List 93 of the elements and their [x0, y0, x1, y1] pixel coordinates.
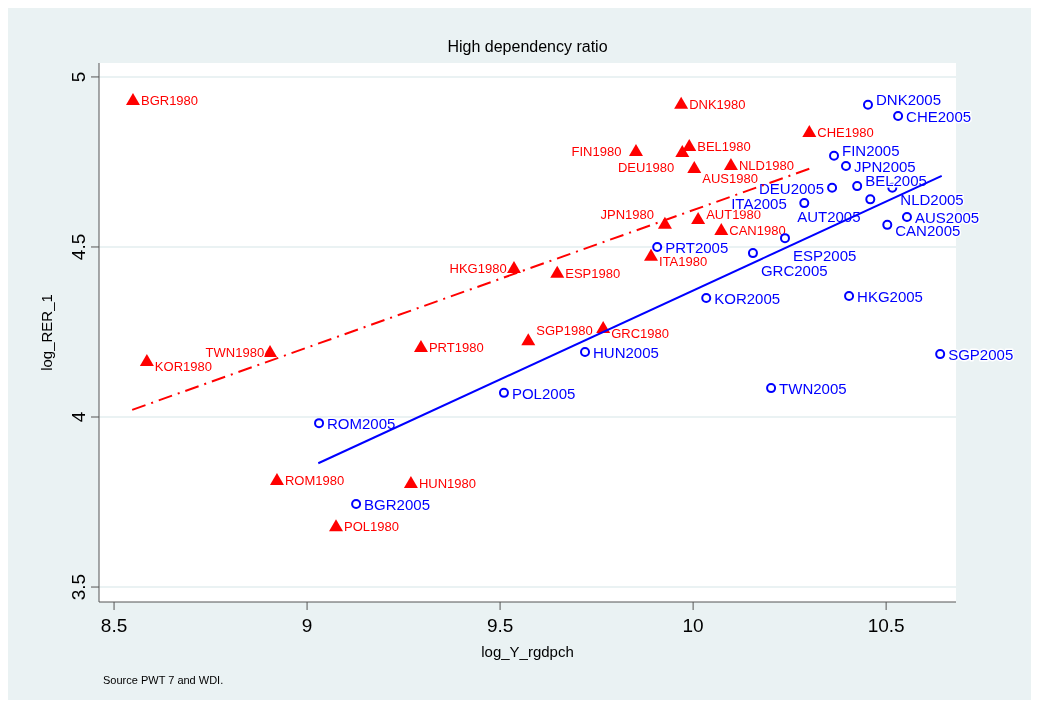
point	[139, 353, 154, 366]
data-label: JPN1980	[600, 207, 654, 223]
point	[550, 265, 565, 278]
data-label: BEL2005	[865, 172, 927, 190]
data-label: BEL1980	[697, 138, 751, 154]
point	[682, 138, 697, 151]
data-label: GRC2005	[760, 261, 828, 279]
point	[827, 182, 838, 193]
data-label: FIN1980	[571, 144, 622, 160]
y-tick-label: 3.5	[68, 573, 89, 601]
point	[893, 111, 904, 122]
data-label: ITA1980	[659, 253, 708, 269]
data-label: ESP2005	[792, 246, 857, 264]
point	[687, 161, 702, 174]
data-label: JPN2005	[853, 157, 916, 175]
data-label: DEU2005	[758, 179, 825, 197]
point	[498, 387, 509, 398]
point	[766, 383, 777, 394]
point	[865, 194, 876, 205]
data-label: POL1980	[344, 519, 399, 535]
point	[675, 145, 690, 158]
point	[657, 216, 672, 229]
point	[413, 339, 428, 352]
data-label: ROM2005	[327, 414, 396, 432]
point	[901, 212, 912, 223]
point	[269, 472, 284, 485]
point	[506, 261, 521, 274]
data-label: ROM1980	[284, 472, 345, 488]
data-label: SGP1980	[536, 323, 593, 339]
data-label: GRC1980	[611, 325, 669, 341]
point	[329, 519, 344, 532]
data-label: BGR1980	[140, 93, 199, 109]
data-label: HKG2005	[857, 287, 923, 305]
point	[844, 290, 855, 301]
x-tick-label: 8.5	[100, 615, 128, 636]
data-label: SGP2005	[948, 345, 1014, 363]
data-label: TWN1980	[205, 344, 265, 360]
x-tick-label: 10.5	[867, 615, 905, 636]
point	[852, 181, 863, 192]
data-label: HUN1980	[418, 475, 477, 491]
point	[403, 475, 418, 488]
point	[691, 212, 706, 225]
point	[652, 241, 663, 252]
point	[521, 333, 536, 346]
point	[263, 345, 278, 358]
x-tick-label: 10	[682, 615, 704, 636]
data-label: DNK2005	[875, 90, 942, 108]
point	[802, 125, 817, 138]
source-note: Source PWT 7 and WDI.	[103, 674, 224, 686]
point	[882, 219, 893, 230]
data-label: KOR1980	[154, 358, 212, 374]
point	[701, 292, 712, 303]
data-label: POL2005	[511, 384, 576, 402]
x-tick-label: 9.5	[486, 615, 514, 636]
data-label: PRT2005	[665, 238, 729, 256]
data-label: CHE1980	[817, 124, 874, 140]
point	[125, 93, 140, 106]
point	[829, 150, 840, 161]
point	[674, 96, 689, 109]
data-label: ESP1980	[565, 265, 621, 281]
y-tick-label: 4.5	[68, 233, 89, 261]
data-label: TWN2005	[779, 379, 847, 397]
data-label: NLD2005	[900, 190, 964, 208]
data-label: NLD1980	[738, 157, 794, 173]
point	[714, 222, 729, 235]
data-label: CAN1980	[729, 222, 786, 238]
data-label: CHE2005	[906, 107, 972, 125]
data-label: HUN2005	[593, 343, 659, 361]
x-tick-label: 9	[301, 615, 313, 636]
point	[840, 161, 851, 172]
point	[723, 158, 738, 171]
point	[935, 349, 946, 360]
data-label: FIN2005	[842, 141, 900, 159]
point	[580, 347, 591, 358]
x-axis-title: log_Y_rgdpch	[481, 643, 574, 660]
point	[351, 499, 362, 510]
y-tick-label: 4	[68, 411, 89, 423]
point	[862, 99, 873, 110]
y-axis-title: log_RER_1	[38, 294, 55, 371]
point	[747, 248, 758, 259]
point	[799, 198, 810, 209]
data-label: AUS1980	[702, 170, 758, 186]
point	[644, 248, 659, 261]
data-label: BGR2005	[364, 495, 430, 513]
data-label: DNK1980	[689, 96, 746, 112]
data-label: PRT1980	[428, 339, 484, 355]
point	[628, 144, 643, 157]
data-label: KOR2005	[714, 289, 781, 307]
point	[314, 418, 325, 429]
data-label: DEU1980	[617, 159, 675, 175]
chart-title: High dependency ratio	[447, 38, 608, 55]
data-label: HKG1980	[449, 261, 507, 276]
y-tick-label: 5	[68, 71, 89, 83]
